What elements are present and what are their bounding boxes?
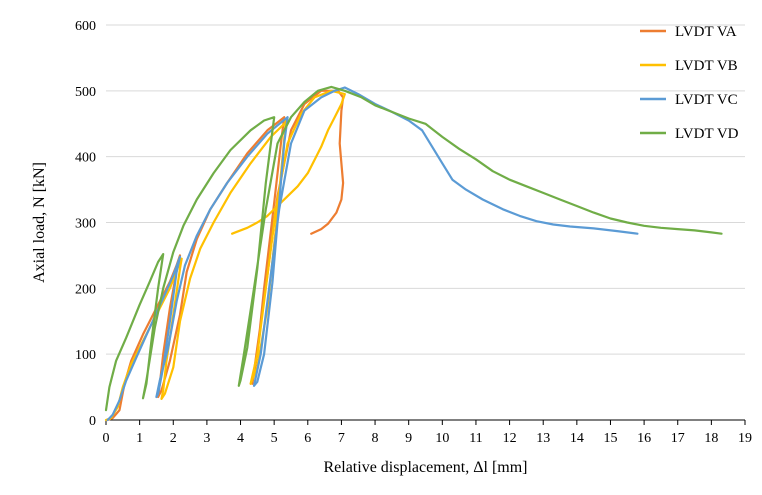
x-tick-label: 6 — [304, 431, 311, 446]
x-axis-title: Relative displacement, Δl [mm] — [323, 459, 527, 476]
y-tick-label: 100 — [75, 348, 96, 363]
x-tick-label: 8 — [372, 431, 379, 446]
x-tick-label: 5 — [271, 431, 278, 446]
legend-label: LVDT VD — [675, 126, 739, 142]
y-tick-label: 300 — [75, 217, 96, 232]
x-tick-label: 13 — [536, 431, 550, 446]
x-tick-label: 2 — [170, 431, 177, 446]
series-line-lvdt-vb — [104, 89, 346, 422]
x-tick-label: 16 — [637, 431, 651, 446]
legend-label: LVDT VB — [675, 58, 738, 74]
series-line-lvdt-vd — [104, 85, 723, 412]
x-tick-label: 10 — [435, 431, 449, 446]
x-tick-label: 4 — [237, 431, 244, 446]
x-tick-label: 3 — [203, 431, 210, 446]
x-tick-label: 1 — [136, 431, 143, 446]
legend-label: LVDT VC — [675, 92, 738, 108]
x-tick-label: 0 — [103, 431, 110, 446]
x-tick-label: 12 — [503, 431, 517, 446]
series-line-lvdt-vc — [106, 86, 639, 422]
y-tick-label: 600 — [75, 19, 96, 34]
y-tick-label: 500 — [75, 85, 96, 100]
series-lines — [104, 85, 723, 422]
legend-label: LVDT VA — [675, 24, 737, 40]
x-tick-label: 9 — [405, 431, 412, 446]
x-tick-label: 18 — [704, 431, 718, 446]
legend: LVDT VA LVDT VB LVDT VC LVDT VD — [640, 24, 739, 142]
y-tick-label: 200 — [75, 282, 96, 297]
y-tick-label: 400 — [75, 151, 96, 166]
x-tick-label: 19 — [738, 431, 752, 446]
y-axis-title: Axial load, N [kN] — [31, 162, 48, 283]
x-tick-label: 17 — [671, 431, 685, 446]
series-line-lvdt-va — [106, 89, 345, 422]
y-tick-label: 0 — [89, 414, 96, 429]
x-tick-label: 15 — [603, 431, 617, 446]
x-tick-label: 11 — [469, 431, 482, 446]
x-tick-label: 7 — [338, 431, 345, 446]
x-tick-label: 14 — [570, 431, 584, 446]
